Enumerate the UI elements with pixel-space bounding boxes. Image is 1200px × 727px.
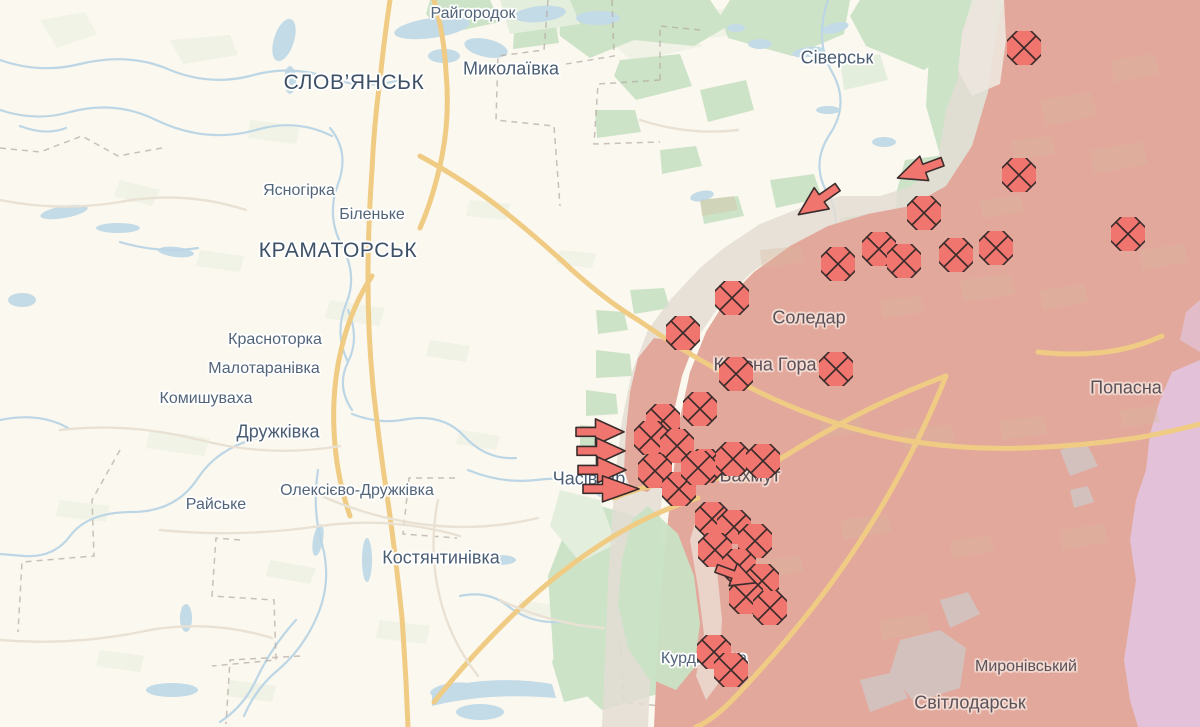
occupied-area xyxy=(654,0,1200,727)
advance-arrow-icon[interactable] xyxy=(708,553,764,599)
combat-diamond-icon[interactable] xyxy=(1102,208,1154,260)
combat-diamond-icon[interactable] xyxy=(810,343,862,395)
advance-arrow-icon[interactable] xyxy=(573,415,627,449)
combat-diamond-icon[interactable] xyxy=(878,235,930,287)
combat-diamond-icon[interactable] xyxy=(744,582,796,634)
combat-diamond-icon[interactable] xyxy=(706,272,758,324)
advance-arrow-icon[interactable] xyxy=(575,453,629,487)
combat-diamond-icon[interactable] xyxy=(710,348,762,400)
advance-arrow-icon[interactable] xyxy=(786,172,850,231)
water-bodies xyxy=(8,5,896,720)
combat-diamond-icon[interactable] xyxy=(705,644,757,696)
combat-diamond-icon[interactable] xyxy=(737,435,789,487)
green-enclave xyxy=(618,506,700,690)
luhansk-oblast xyxy=(1124,360,1200,727)
combat-diamond-icon[interactable] xyxy=(930,229,982,281)
luhansk-oblast-north xyxy=(1180,300,1200,352)
combat-diamond-icon[interactable] xyxy=(812,238,864,290)
north-pocket xyxy=(958,0,1006,96)
combat-diamond-icon[interactable] xyxy=(674,383,726,435)
combat-diamond-icon[interactable] xyxy=(998,22,1050,74)
advance-arrow-icon[interactable] xyxy=(574,434,628,468)
minor-roads xyxy=(0,118,740,678)
combat-diamond-icon[interactable] xyxy=(657,307,709,359)
occupied-fields xyxy=(700,54,1188,640)
combat-diamond-icon[interactable] xyxy=(898,187,950,239)
combat-diamond-icon[interactable] xyxy=(707,433,759,485)
combat-diamond-icon[interactable] xyxy=(970,222,1022,274)
advance-arrow-icon[interactable] xyxy=(889,145,951,195)
urban-areas xyxy=(860,442,1098,712)
advance-arrow-icon[interactable] xyxy=(580,472,642,506)
combat-diamond-icon[interactable] xyxy=(672,442,724,494)
combat-diamond-icon[interactable] xyxy=(993,149,1045,201)
